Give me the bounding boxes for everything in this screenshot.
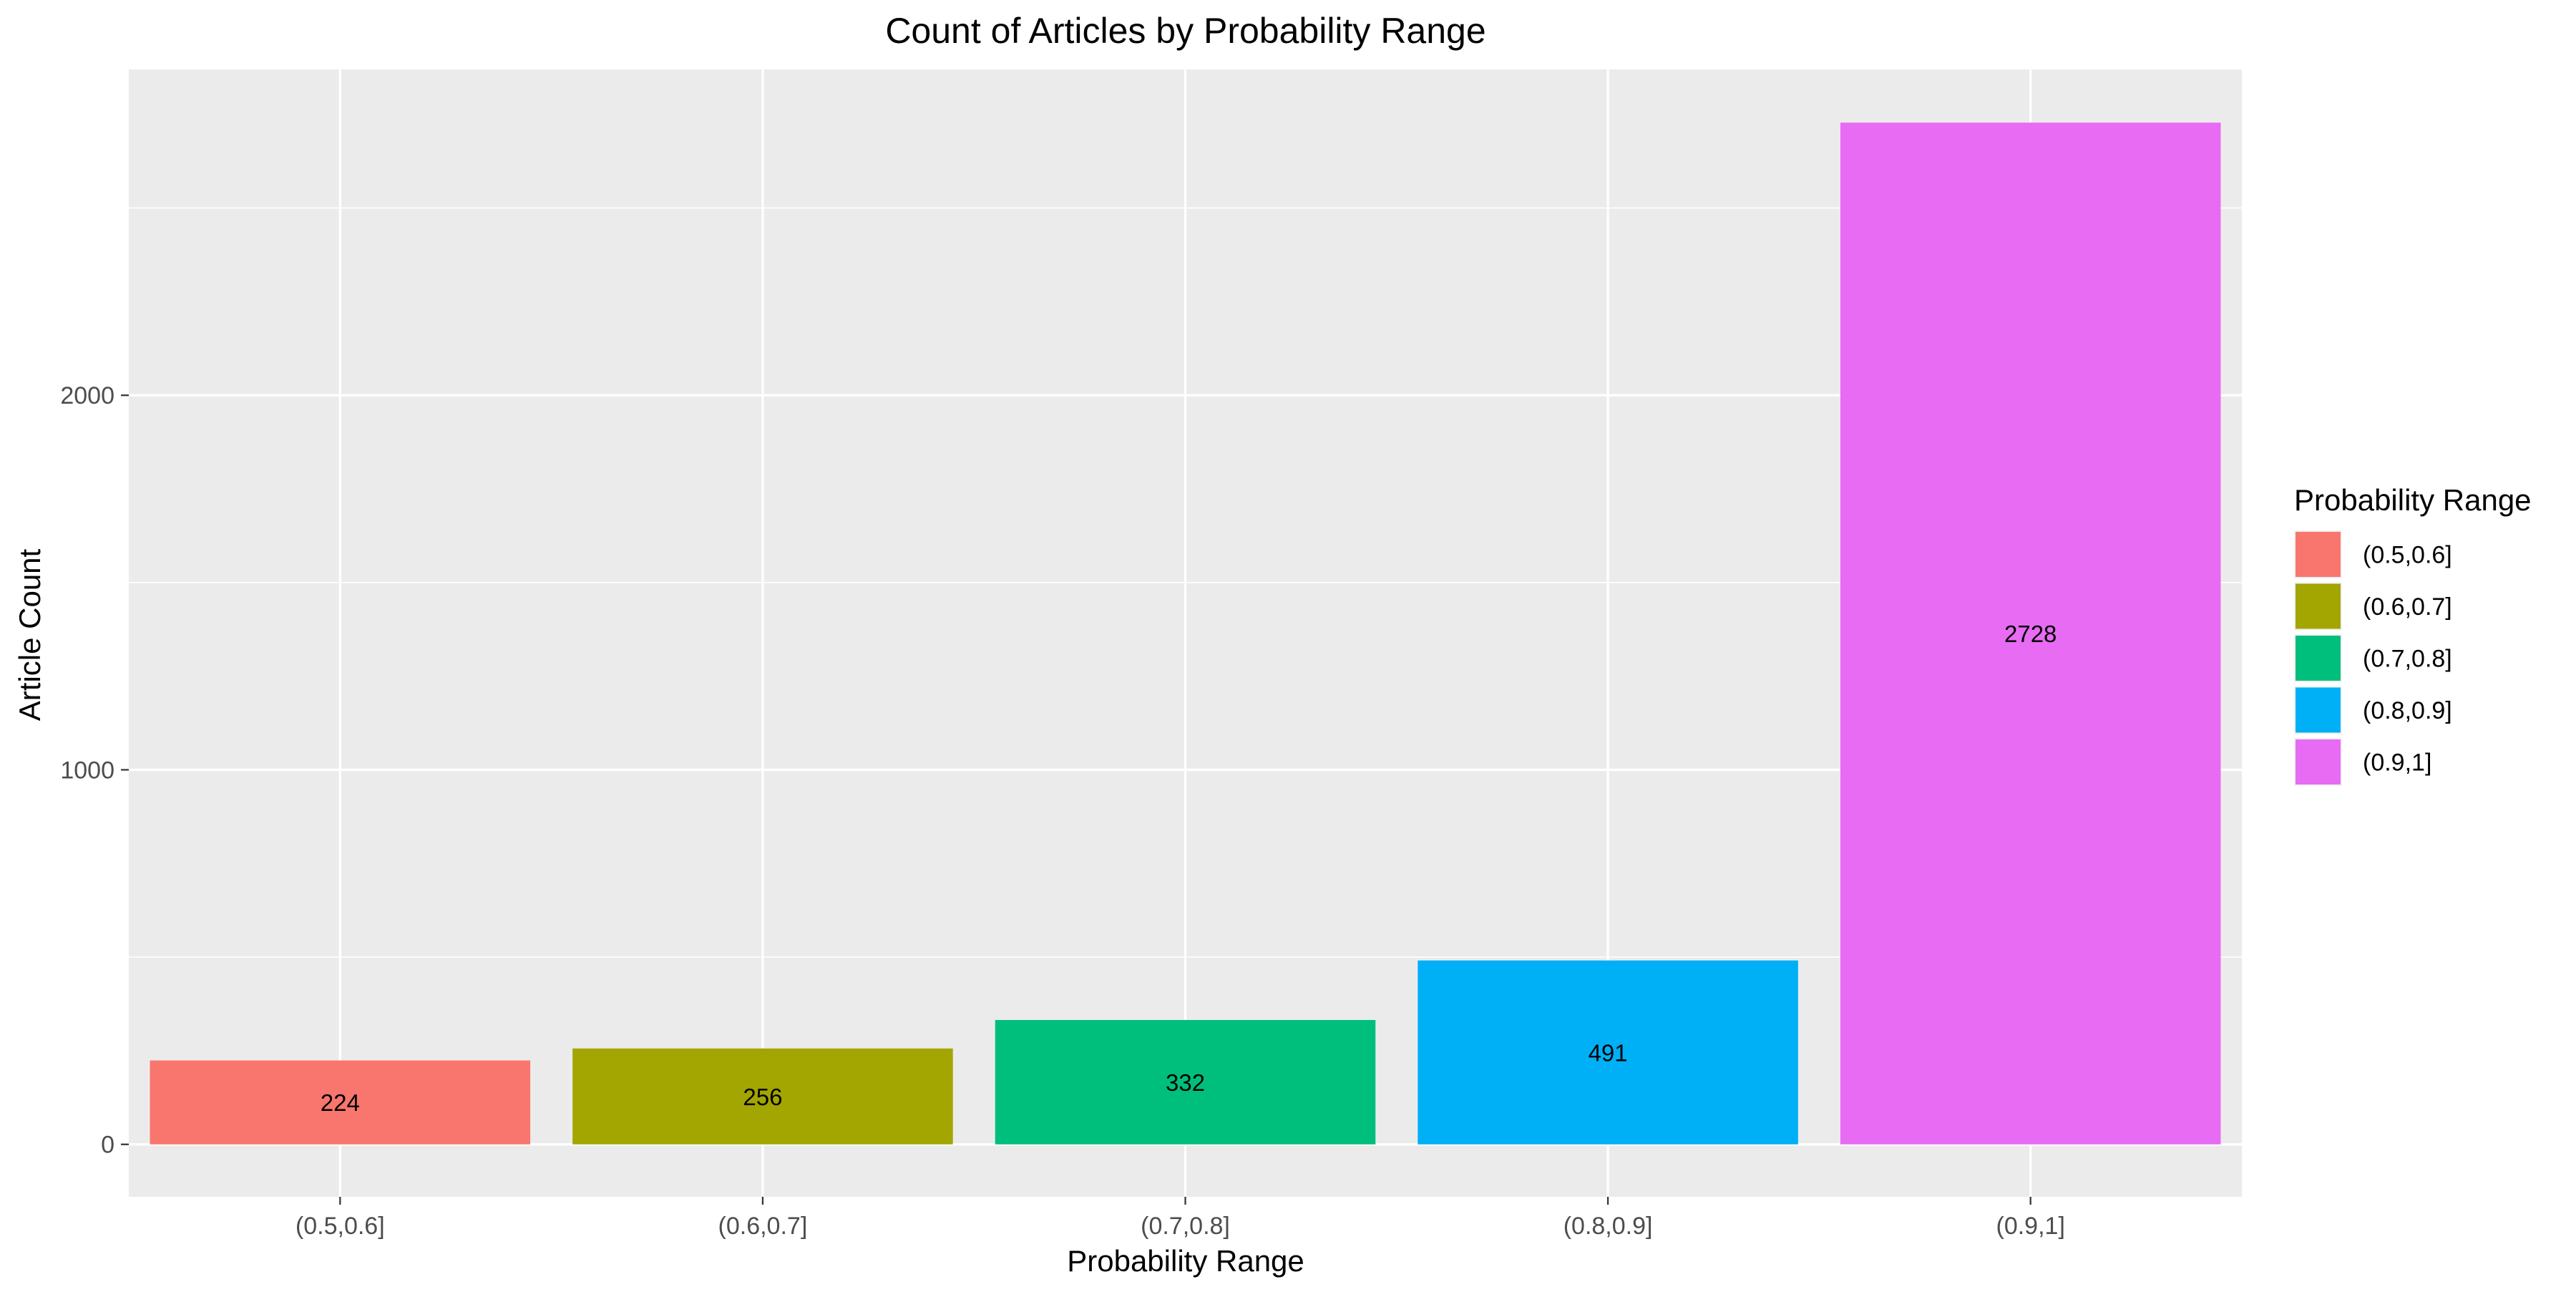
bar-value-label: 2728	[2004, 621, 2057, 647]
legend-items: (0.5,0.6] (0.6,0.7] (0.7,0.8] (0.8,0.9] (0.9…	[2294, 530, 2452, 786]
legend-swatch	[2296, 687, 2341, 733]
bar	[1418, 960, 1798, 1145]
x-axis: (0.5,0.6] (0.6,0.7] (0.7,0.8] (0.8,0.9] (0.9…	[296, 1197, 2065, 1240]
legend-label: (0.7,0.8]	[2363, 646, 2452, 673]
legend-label: (0.9,1]	[2363, 749, 2431, 777]
y-axis: 0 1000 2000	[60, 382, 129, 1159]
legend-swatch	[2296, 583, 2341, 629]
y-tick-label: 0	[101, 1132, 114, 1159]
bar	[572, 1048, 953, 1145]
bar	[150, 1060, 531, 1145]
bar	[995, 1020, 1376, 1145]
y-tick-label: 1000	[60, 757, 114, 784]
legend-swatch	[2296, 739, 2341, 785]
chart-title: Count of Articles by Probability Range	[885, 11, 1485, 51]
x-tick-label: (0.9,1]	[1996, 1213, 2065, 1240]
x-tick-label: (0.5,0.6]	[296, 1213, 385, 1240]
legend-label: (0.5,0.6]	[2363, 542, 2452, 569]
legend-swatch	[2296, 532, 2341, 577]
bar-value-label: 491	[1589, 1039, 1628, 1066]
bars-group	[150, 122, 2221, 1145]
data-labels-group: 224 256 332 491 2728	[321, 621, 2057, 1116]
x-tick-label: (0.6,0.7]	[718, 1213, 808, 1240]
legend-swatch	[2296, 636, 2341, 681]
legend-title: Probability Range	[2294, 483, 2532, 517]
bar-value-label: 256	[743, 1084, 782, 1110]
legend: Probability Range (0.5,0.6] (0.6,0.7] (0.7…	[2294, 483, 2532, 786]
x-tick-label: (0.8,0.9]	[1563, 1213, 1653, 1240]
x-axis-title: Probability Range	[1067, 1244, 1304, 1278]
bar-value-label: 332	[1166, 1069, 1205, 1096]
y-axis-title: Article Count	[13, 548, 47, 721]
x-tick-label: (0.7,0.8]	[1141, 1213, 1230, 1240]
legend-label: (0.8,0.9]	[2363, 697, 2452, 724]
y-tick-label: 2000	[60, 382, 114, 409]
bar-value-label: 224	[321, 1089, 360, 1116]
bar	[1840, 122, 2221, 1145]
legend-label: (0.6,0.7]	[2363, 593, 2452, 621]
